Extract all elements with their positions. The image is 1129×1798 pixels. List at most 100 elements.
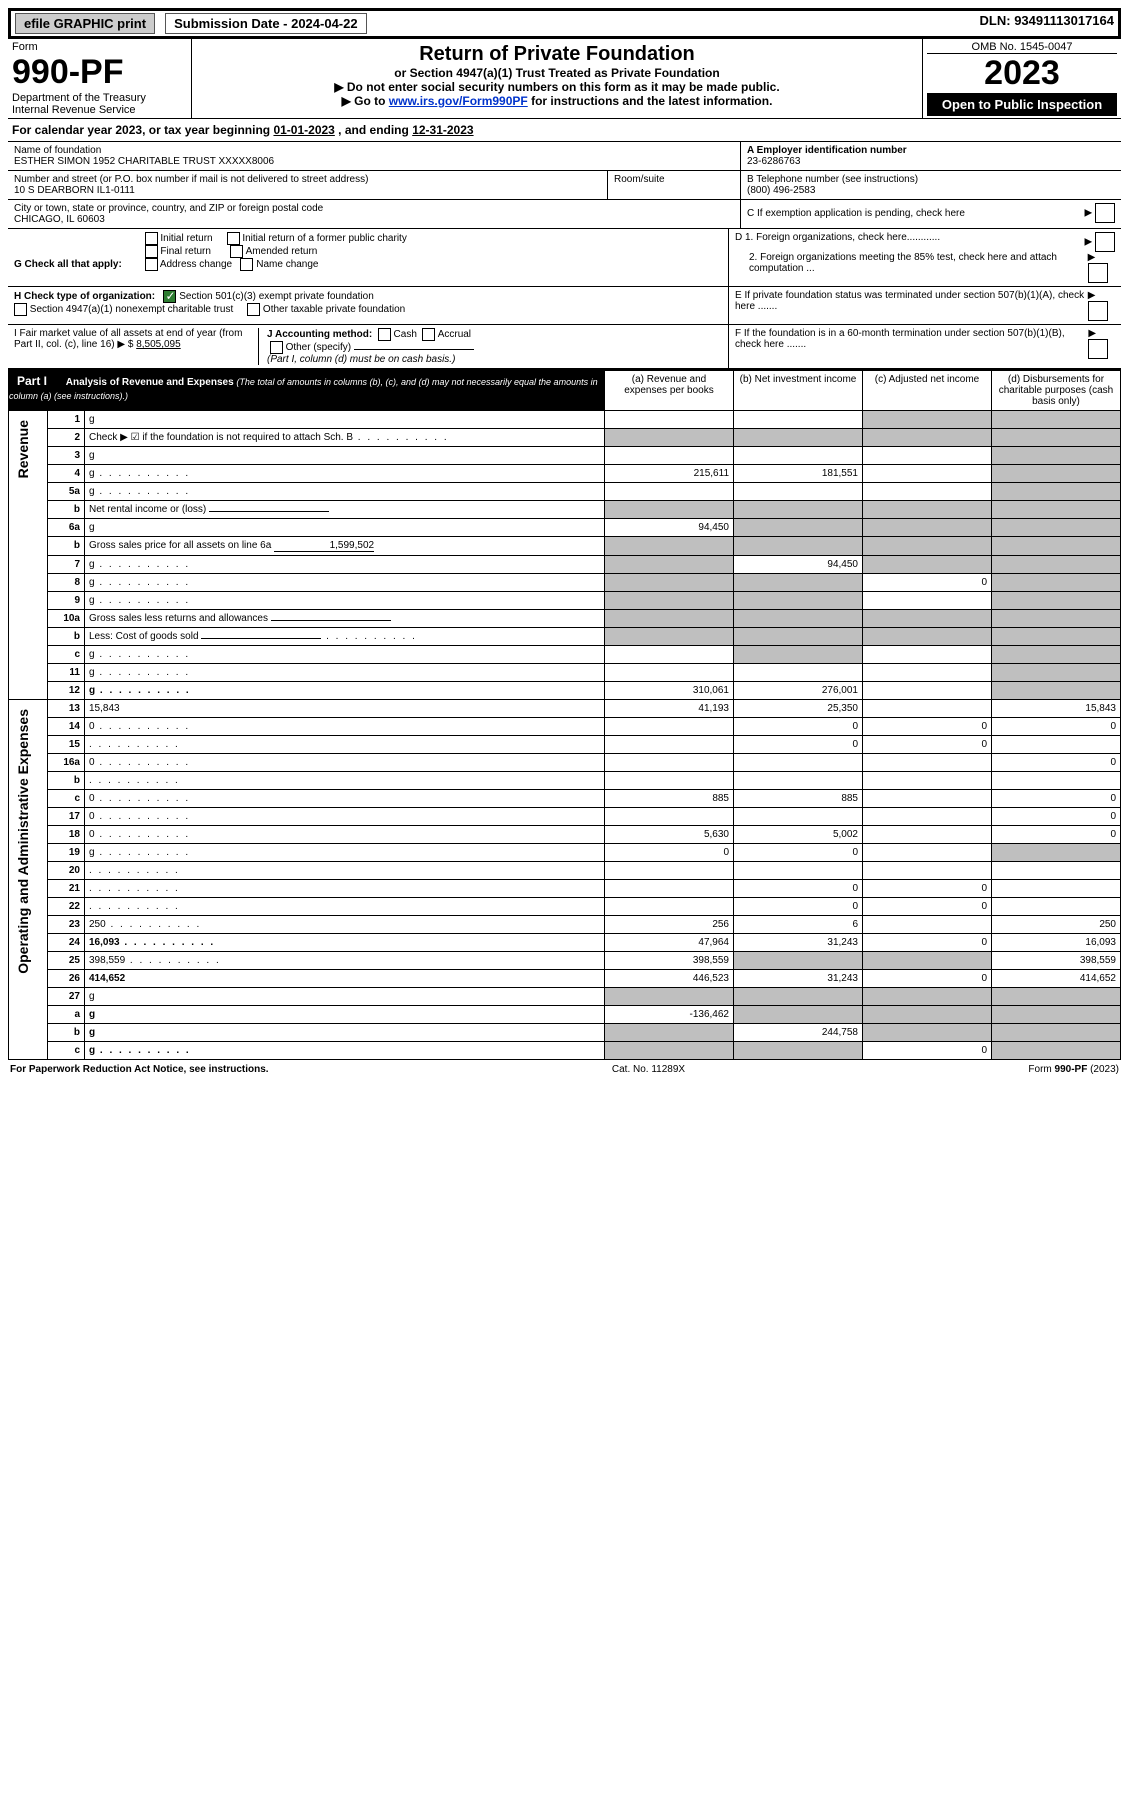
cell-value: 0 <box>734 736 863 754</box>
expenses-side-label: Operating and Administrative Expenses <box>13 703 33 980</box>
4947a1-cb[interactable] <box>14 303 27 316</box>
cell-shaded <box>992 537 1121 556</box>
cell-value <box>605 574 734 592</box>
cell-shaded <box>863 429 992 447</box>
line-description: 398,559 <box>85 952 605 970</box>
line-description: 0 <box>85 754 605 772</box>
cell-value <box>992 519 1121 537</box>
line-number: 21 <box>48 880 85 898</box>
table-row: 16a00 <box>9 754 1121 772</box>
form-number: 990-PF <box>12 53 187 92</box>
line-description: Check ▶ ☑ if the foundation is not requi… <box>85 429 605 447</box>
cell-value: 0 <box>734 880 863 898</box>
cell-value <box>605 1024 734 1042</box>
line-description: g <box>85 664 605 682</box>
cell-value <box>863 952 992 970</box>
cell-value: 310,061 <box>605 682 734 700</box>
line-number: 11 <box>48 664 85 682</box>
col-d-header: (d) Disbursements for charitable purpose… <box>992 371 1121 411</box>
address-change-cb[interactable] <box>145 258 158 271</box>
efile-print-button[interactable]: efile GRAPHIC print <box>15 13 155 34</box>
exemption-checkbox[interactable] <box>1095 203 1115 223</box>
line-description: g <box>85 447 605 465</box>
cell-value <box>863 754 992 772</box>
cell-shaded <box>605 610 734 628</box>
cell-value <box>863 483 992 501</box>
accrual-cb[interactable] <box>422 328 435 341</box>
cell-value: 398,559 <box>992 952 1121 970</box>
line-number: 19 <box>48 844 85 862</box>
foreign-org-cb[interactable] <box>1095 232 1115 252</box>
form-note-2: ▶ Go to www.irs.gov/Form990PF for instru… <box>196 94 918 108</box>
cell-value: 31,243 <box>734 970 863 988</box>
cell-value <box>992 411 1121 429</box>
table-row: Operating and Administrative Expenses131… <box>9 700 1121 718</box>
table-row: 9g <box>9 592 1121 610</box>
cell-shaded <box>734 610 863 628</box>
amended-return-cb[interactable] <box>230 245 243 258</box>
final-return-cb[interactable] <box>145 245 158 258</box>
cell-value <box>863 916 992 934</box>
initial-former-cb[interactable] <box>227 232 240 245</box>
cell-shaded <box>992 501 1121 519</box>
line-number: 10a <box>48 610 85 628</box>
cell-value <box>863 682 992 700</box>
cell-value <box>992 1024 1121 1042</box>
terminated-cb[interactable] <box>1088 301 1108 321</box>
cell-value: 0 <box>863 718 992 736</box>
cell-value <box>734 483 863 501</box>
line-description <box>85 880 605 898</box>
cell-value <box>992 664 1121 682</box>
cell-shaded <box>992 429 1121 447</box>
table-row: 20 <box>9 862 1121 880</box>
cell-value: 5,630 <box>605 826 734 844</box>
line-description: 0 <box>85 808 605 826</box>
line-description: g <box>85 1042 605 1060</box>
cell-value: 0 <box>605 844 734 862</box>
cell-value <box>992 1006 1121 1024</box>
revenue-side-label: Revenue <box>13 414 33 484</box>
foreign-85-cb[interactable] <box>1088 263 1108 283</box>
cell-value <box>605 718 734 736</box>
60month-cb[interactable] <box>1088 339 1108 359</box>
name-label: Name of foundation <box>14 145 734 156</box>
other-method-cb[interactable] <box>270 341 283 354</box>
501c3-cb[interactable] <box>163 290 176 303</box>
exemption-pending-label: C If exemption application is pending, c… <box>747 208 965 219</box>
cell-value <box>992 898 1121 916</box>
table-row: Revenue1g <box>9 411 1121 429</box>
line-description <box>85 898 605 916</box>
cell-value <box>734 447 863 465</box>
cell-value <box>605 1042 734 1060</box>
cell-value <box>734 574 863 592</box>
cell-value: 6 <box>734 916 863 934</box>
line-description: g <box>85 682 605 700</box>
form-subtitle: or Section 4947(a)(1) Trust Treated as P… <box>196 66 918 80</box>
cell-value: 885 <box>605 790 734 808</box>
name-change-cb[interactable] <box>240 258 253 271</box>
irs-link[interactable]: www.irs.gov/Form990PF <box>389 94 528 108</box>
cell-value: 47,964 <box>605 934 734 952</box>
cell-value <box>992 772 1121 790</box>
cell-value: 414,652 <box>992 970 1121 988</box>
col-b-header: (b) Net investment income <box>734 371 863 411</box>
line-number: b <box>48 501 85 519</box>
line-description <box>85 772 605 790</box>
form-note-1: ▶ Do not enter social security numbers o… <box>196 80 918 94</box>
cell-value <box>992 844 1121 862</box>
line-number: 24 <box>48 934 85 952</box>
initial-return-cb[interactable] <box>145 232 158 245</box>
section-h: H Check type of organization: Section 50… <box>8 287 728 324</box>
other-taxable-cb[interactable] <box>247 303 260 316</box>
form-word: Form <box>12 41 187 53</box>
city-label: City or town, state or province, country… <box>14 203 734 214</box>
line-description: g <box>85 988 605 1006</box>
line-description: 0 <box>85 790 605 808</box>
cell-value <box>734 1006 863 1024</box>
part1-title: Analysis of Revenue and Expenses <box>58 377 234 388</box>
cash-cb[interactable] <box>378 328 391 341</box>
line-description: g <box>85 519 605 537</box>
cell-value <box>605 862 734 880</box>
omb-number: OMB No. 1545-0047 <box>927 41 1117 54</box>
line-description: g <box>85 592 605 610</box>
